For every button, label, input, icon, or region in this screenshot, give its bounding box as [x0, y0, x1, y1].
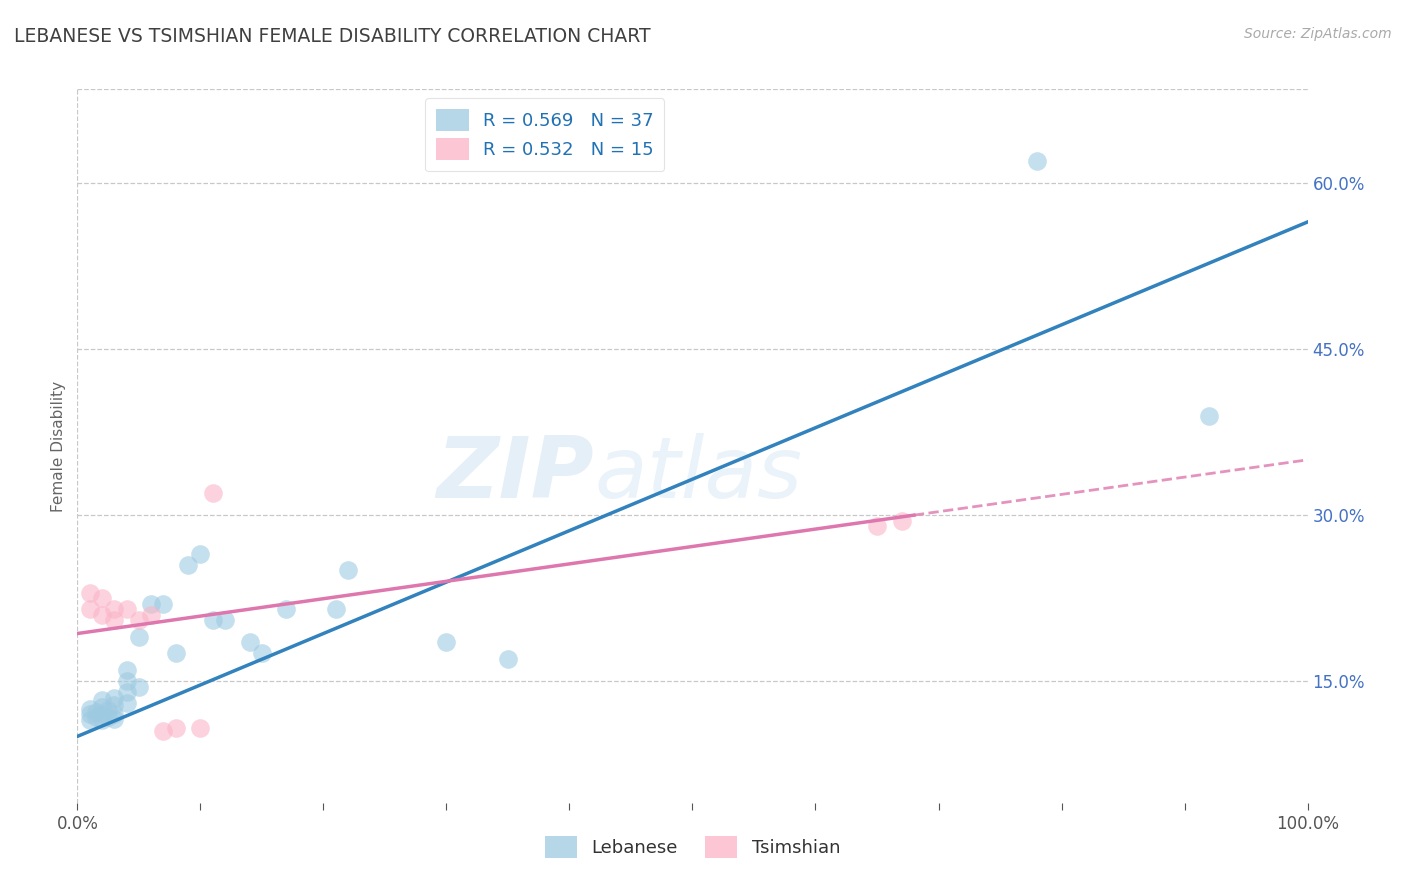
Point: [103, 698, 125, 713]
Point: [79, 702, 101, 716]
Point: [1026, 154, 1049, 169]
Point: [890, 514, 912, 528]
Point: [436, 635, 458, 649]
Point: [79, 707, 101, 722]
Point: [84, 709, 107, 723]
Text: LEBANESE VS TSIMSHIAN FEMALE DISABILITY CORRELATION CHART: LEBANESE VS TSIMSHIAN FEMALE DISABILITY …: [14, 27, 651, 45]
Point: [103, 602, 125, 616]
Point: [152, 723, 174, 738]
Point: [90, 713, 114, 727]
Point: [79, 713, 101, 727]
Point: [214, 613, 236, 627]
Point: [177, 558, 200, 572]
Point: [866, 519, 889, 533]
Point: [115, 674, 138, 689]
Text: atlas: atlas: [595, 433, 801, 516]
Point: [1198, 409, 1220, 423]
Point: [165, 721, 187, 735]
Point: [190, 547, 212, 561]
Point: [190, 721, 212, 735]
Text: Source: ZipAtlas.com: Source: ZipAtlas.com: [1244, 27, 1392, 41]
Point: [115, 663, 138, 677]
Point: [337, 564, 360, 578]
Point: [128, 613, 150, 627]
Point: [165, 647, 187, 661]
Point: [115, 696, 138, 710]
Point: [79, 585, 101, 599]
Point: [90, 591, 114, 606]
Point: [103, 613, 125, 627]
Point: [97, 709, 120, 723]
Point: [141, 607, 163, 622]
Point: [201, 613, 224, 627]
Y-axis label: Female Disability: Female Disability: [51, 380, 66, 512]
Point: [90, 699, 114, 714]
Point: [97, 703, 120, 717]
Point: [250, 647, 273, 661]
Point: [90, 693, 114, 707]
Point: [201, 486, 224, 500]
Point: [128, 680, 150, 694]
Point: [115, 685, 138, 699]
Point: [128, 630, 150, 644]
Point: [152, 597, 174, 611]
Text: ZIP: ZIP: [436, 433, 595, 516]
Legend: Lebanese, Tsimshian: Lebanese, Tsimshian: [537, 829, 848, 865]
Point: [103, 712, 125, 726]
Point: [79, 602, 101, 616]
Point: [84, 705, 107, 719]
Point: [496, 652, 519, 666]
Point: [103, 690, 125, 705]
Point: [90, 607, 114, 622]
Point: [90, 707, 114, 722]
Point: [239, 635, 262, 649]
Point: [115, 602, 138, 616]
Point: [276, 602, 298, 616]
Point: [325, 602, 347, 616]
Point: [103, 707, 125, 722]
Point: [141, 597, 163, 611]
